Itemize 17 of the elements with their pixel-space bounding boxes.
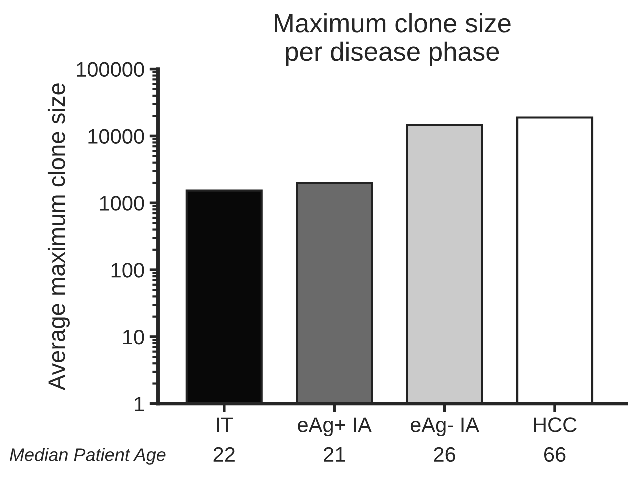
y-tick-label: 100000 <box>77 62 144 78</box>
text: 21 <box>324 447 346 462</box>
y-tick-label: 100 <box>112 263 144 278</box>
x-tick-label: IT <box>217 418 234 432</box>
y-tick-label: 1 <box>135 397 144 412</box>
x-tick-label: eAg+ IA <box>298 418 372 437</box>
text: 66 <box>544 447 566 462</box>
chart-title: Maximum clone size per disease phase <box>275 13 511 66</box>
y-axis-title: Average maximum clone size <box>48 84 70 391</box>
x-tick-label: eAg- IA <box>410 418 480 437</box>
text: 22 <box>214 447 235 462</box>
y-tick-label: 1000 <box>100 196 144 211</box>
y-tick-label: 10 <box>123 330 144 345</box>
text: 26 <box>434 447 456 462</box>
y-tick-label: 10000 <box>88 129 144 144</box>
text: Median Patient Age <box>10 448 166 465</box>
x-tick-label: HCC <box>534 418 577 432</box>
